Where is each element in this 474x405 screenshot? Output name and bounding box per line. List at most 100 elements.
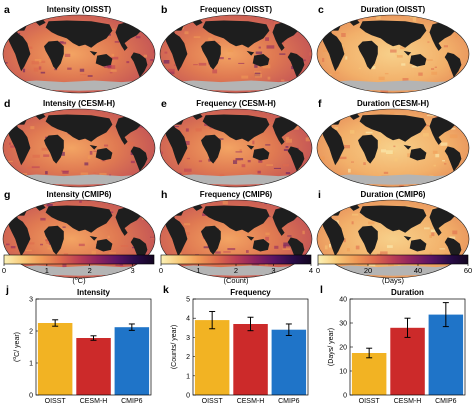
sea-ice — [324, 174, 462, 185]
colorbar-tick-label: 1 — [196, 266, 200, 275]
colorbar-tick-label: 4 — [309, 266, 313, 275]
land-mass — [429, 115, 457, 145]
colorbar-tick-label: 40 — [414, 266, 422, 275]
panel-title: Duration (CMIP6) — [361, 190, 426, 199]
land-mass — [9, 206, 28, 216]
land-mass — [358, 225, 378, 255]
map-panel-b: b Frequency (OISST) — [159, 4, 313, 94]
colorbar-tick-label: 2 — [88, 266, 92, 275]
land-mass — [409, 239, 427, 252]
land-mass — [323, 21, 342, 31]
land-mass — [95, 54, 113, 67]
colorbar-tick-label: 1 — [45, 266, 49, 275]
bar-cmip6 — [271, 329, 307, 395]
land-mass — [252, 54, 270, 67]
x-tick-label: CMIP6 — [278, 398, 300, 405]
land-mass — [89, 50, 98, 56]
y-tick-label: 20 — [339, 345, 347, 352]
panel-letter: c — [318, 4, 324, 16]
panel-title: Frequency (CMIP6) — [200, 190, 273, 199]
land-mass — [246, 235, 255, 241]
panel-letter: d — [4, 98, 10, 110]
axes-frame — [192, 298, 309, 396]
sea-ice — [10, 80, 148, 91]
y-tick-label: 40 — [339, 297, 347, 304]
bar-charts: j Intensity 0 1 2 3 (oC/ year) OISST CESM-H CMIP6… — [5, 284, 466, 405]
sea-ice — [10, 174, 148, 185]
land-mass — [358, 134, 378, 164]
colorbar-tick-label: 0 — [316, 266, 320, 275]
bar-oisst — [194, 320, 230, 395]
panel-title: Intensity (CESM-H) — [43, 99, 115, 108]
land-mass — [429, 21, 457, 51]
y-tick-label: 0 — [29, 393, 33, 400]
x-tick-label: CMIP6 — [121, 398, 143, 405]
x-tick-label: CESM-H — [80, 398, 108, 405]
panel-title: Intensity (CMIP6) — [47, 190, 112, 199]
x-tick-label: OISST — [202, 398, 224, 405]
land-mass — [321, 214, 345, 257]
bar-oisst — [351, 353, 387, 395]
land-mass — [403, 50, 412, 56]
land-mass — [130, 146, 148, 172]
land-mass — [45, 114, 113, 142]
land-mass — [321, 123, 345, 166]
land-mass — [323, 206, 342, 216]
land-mass — [359, 205, 427, 233]
x-tick-label: OISST — [359, 398, 381, 405]
x-tick-label: OISST — [45, 398, 67, 405]
land-mass — [95, 148, 113, 161]
colorbar-gradient — [160, 254, 312, 265]
colorbar-tick-label: 2 — [234, 266, 238, 275]
land-mass — [7, 29, 31, 72]
land-mass — [272, 21, 300, 51]
land-mass — [252, 239, 270, 252]
land-mass — [45, 20, 113, 48]
panel-letter: k — [163, 284, 169, 296]
sea-ice — [167, 80, 305, 91]
land-mass — [130, 52, 148, 78]
bar-cesm-h — [76, 338, 111, 395]
colorbar-1: 0 1 2 3 (oC) — [2, 254, 155, 285]
land-mass — [252, 148, 270, 161]
land-mass — [359, 20, 427, 48]
map-panel-g: g Intensity (CMIP6) — [2, 189, 156, 279]
x-tick-label: CESM-H — [394, 398, 422, 405]
land-mass — [44, 40, 64, 70]
land-mass — [201, 225, 221, 255]
land-mass — [164, 123, 188, 166]
y-tick-label: 4 — [186, 316, 190, 323]
panel-letter: j — [5, 284, 9, 296]
land-mass — [201, 134, 221, 164]
land-mass — [359, 114, 427, 142]
colorbar-unit: (oC) — [72, 276, 86, 285]
map-outline — [316, 199, 470, 279]
map-panel-e: e Frequency (CESM-H) — [159, 98, 313, 188]
land-mass — [164, 214, 188, 257]
bar-cmip6 — [114, 327, 150, 395]
map-outline — [159, 199, 313, 279]
y-tick-label: 1 — [29, 361, 33, 368]
land-mass — [323, 115, 342, 125]
land-mass — [202, 114, 270, 142]
land-mass — [287, 52, 305, 78]
land-mass — [409, 148, 427, 161]
map-panel-i: i Duration (CMIP6) — [316, 189, 470, 279]
land-mass — [287, 146, 305, 172]
panel-title: Frequency (OISST) — [200, 5, 272, 14]
land-mass — [444, 52, 462, 78]
map-panels: a Intensity (OISST) b Frequency (OISST) c Dur… — [2, 4, 470, 279]
land-mass — [115, 21, 143, 51]
panel-letter: h — [161, 189, 167, 201]
axes-frame — [35, 298, 152, 396]
y-tick-label: 0 — [343, 393, 347, 400]
colorbar-3: 0 20 40 60 (Days) — [316, 254, 472, 285]
y-tick-label: 0 — [186, 393, 190, 400]
map-outline — [2, 108, 156, 188]
sea-ice — [167, 265, 305, 276]
colorbar-tick-label: 3 — [130, 266, 134, 275]
map-outline — [316, 14, 470, 94]
land-mass — [89, 235, 98, 241]
panel-letter: e — [161, 98, 167, 110]
